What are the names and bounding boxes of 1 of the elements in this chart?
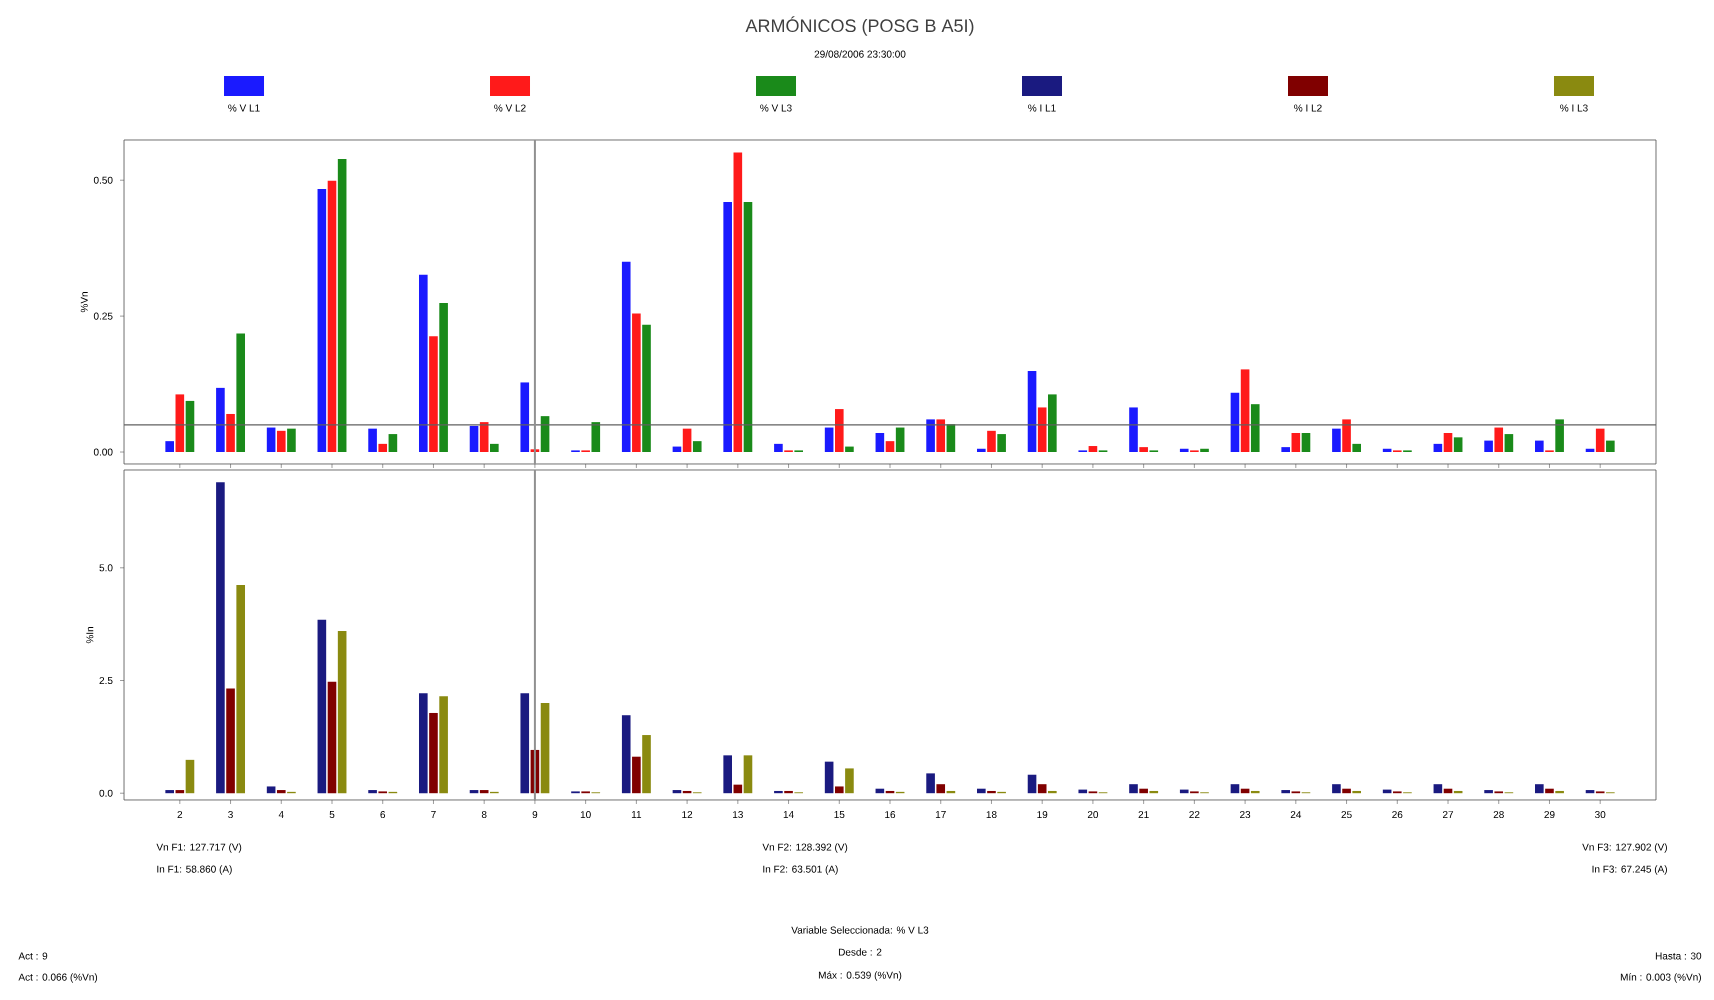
chart-title: ARMÓNICOS (POSG B A5I) <box>745 16 974 36</box>
